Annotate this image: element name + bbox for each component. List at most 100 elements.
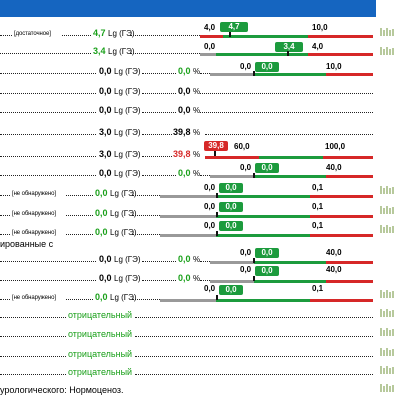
dotted-leader <box>200 112 373 113</box>
conclusion-text: урологического: Нормоценоз. <box>0 385 124 395</box>
range-min-label: 0,0 <box>204 284 216 293</box>
result-value: 4,7 <box>93 28 106 38</box>
result-row: отрицательный <box>0 321 400 341</box>
range-bar-normal <box>254 175 326 178</box>
dotted-leader <box>66 195 93 196</box>
history-chart-icon[interactable] <box>380 47 394 55</box>
dotted-leader <box>135 317 373 318</box>
result-tag: [достаточное] <box>14 31 51 37</box>
dotted-leader <box>130 53 202 54</box>
result-value: 0,0 <box>95 188 108 198</box>
dotted-leader <box>66 234 93 235</box>
value-marker-tick <box>253 71 255 76</box>
range-bar-low <box>210 175 254 178</box>
result-value: 0,0 <box>99 105 112 115</box>
result-percent: 39,8 % <box>173 127 201 137</box>
range-max-label: 0,1 <box>312 183 324 192</box>
result-value: 3,0 <box>99 127 112 137</box>
value-marker-tick <box>214 151 216 156</box>
value-marker-box: 0,0 <box>219 221 243 231</box>
value-marker-tick <box>216 295 218 300</box>
range-bar-low <box>160 215 216 218</box>
dotted-leader <box>0 317 66 318</box>
range-min-label: 0,0 <box>204 221 216 230</box>
value-marker-tick <box>287 51 289 56</box>
value-marker-tick <box>253 173 255 178</box>
range-bar-high <box>326 280 373 283</box>
dotted-leader <box>0 356 66 357</box>
result-unit: Lg (ГЭ) <box>110 189 137 198</box>
result-value: 0,0 <box>99 66 112 76</box>
result-unit: Lg (ГЭ) <box>108 29 135 38</box>
range-max-label: 100,0 <box>325 142 346 151</box>
range-max-label: 0,1 <box>312 202 324 211</box>
dotted-leader <box>0 175 96 176</box>
dotted-leader <box>66 215 93 216</box>
dotted-leader <box>142 280 176 281</box>
dotted-leader <box>0 35 12 36</box>
result-row: 3,4 Lg (ГЭ) 0,0 4,0 3,4 <box>0 38 400 58</box>
history-chart-icon[interactable] <box>380 206 394 214</box>
history-chart-icon[interactable] <box>380 384 394 392</box>
range-min-label: 0,0 <box>240 163 252 172</box>
range-max-label: 40,0 <box>326 163 342 172</box>
result-value: 3,0 <box>99 149 112 159</box>
range-bar-low <box>210 73 254 76</box>
result-unit: Lg (ГЭ) <box>114 106 141 115</box>
history-chart-icon[interactable] <box>380 186 394 194</box>
dotted-leader <box>0 261 96 262</box>
dotted-leader <box>132 215 160 216</box>
range-bar-high <box>308 35 373 38</box>
result-status: отрицательный <box>68 367 133 377</box>
result-value: 0,0 <box>99 254 112 264</box>
value-marker-box: 0,0 <box>255 266 279 276</box>
dotted-leader <box>135 374 373 375</box>
history-chart-icon[interactable] <box>380 366 394 374</box>
result-unit: Lg (ГЭ) <box>114 67 141 76</box>
range-bar-high <box>326 175 373 178</box>
result-row: 0,0 Lg (ГЭ) 0,0 % <box>0 97 400 117</box>
result-value: 0,0 <box>99 273 112 283</box>
result-value: 0,0 <box>95 208 108 218</box>
dotted-leader <box>142 175 176 176</box>
range-min-label: 60,0 <box>234 142 250 151</box>
history-chart-icon[interactable] <box>380 309 394 317</box>
result-row: 3,0 Lg (ГЭ) 39,8 % 39,8 60,0 100,0 <box>0 141 400 161</box>
result-unit: Lg (ГЭ) <box>114 274 141 283</box>
result-unit: Lg (ГЭ) <box>110 209 137 218</box>
result-percent: 0,0 % <box>178 254 201 264</box>
dotted-leader <box>0 73 96 74</box>
result-tag: [не обнаружено] <box>12 295 56 301</box>
range-min-label: 0,0 <box>204 202 216 211</box>
history-chart-icon[interactable] <box>380 348 394 356</box>
dotted-leader <box>200 73 210 74</box>
result-tag: [не обнаружено] <box>12 211 56 217</box>
result-status: отрицательный <box>68 310 133 320</box>
dotted-leader <box>66 299 93 300</box>
history-chart-icon[interactable] <box>380 225 394 233</box>
result-unit: Lg (ГЭ) <box>114 128 141 137</box>
range-bar-low <box>200 35 223 38</box>
history-chart-icon[interactable] <box>380 28 394 36</box>
range-bar-low <box>200 53 216 56</box>
range-min-label: 0,0 <box>240 62 252 71</box>
dotted-leader <box>0 374 66 375</box>
range-bar-normal <box>254 73 326 76</box>
range-max-label: 10,0 <box>312 23 328 32</box>
range-bar-high <box>310 299 373 302</box>
result-row: 0,0 Lg (ГЭ) 0,0 % 0,0 10,0 0,0 <box>0 58 400 78</box>
result-row: [не обнаружено] 0,0 Lg (ГЭ) 0,0 0,1 0,0 <box>0 180 400 200</box>
history-chart-icon[interactable] <box>380 328 394 336</box>
range-bar-high <box>310 234 373 237</box>
range-bar-high <box>310 215 373 218</box>
dotted-leader <box>205 134 373 135</box>
dotted-leader <box>0 299 10 300</box>
dotted-leader <box>0 280 96 281</box>
history-chart-icon[interactable] <box>380 290 394 298</box>
result-row: 0,0 Lg (ГЭ) 0,0 % 0,0 40,0 0,0 <box>0 246 400 266</box>
result-value: 0,0 <box>95 227 108 237</box>
result-percent: 0,0 % <box>178 105 201 115</box>
range-max-label: 0,1 <box>312 284 324 293</box>
value-marker-box: 0,0 <box>219 183 243 193</box>
dotted-leader <box>0 336 66 337</box>
